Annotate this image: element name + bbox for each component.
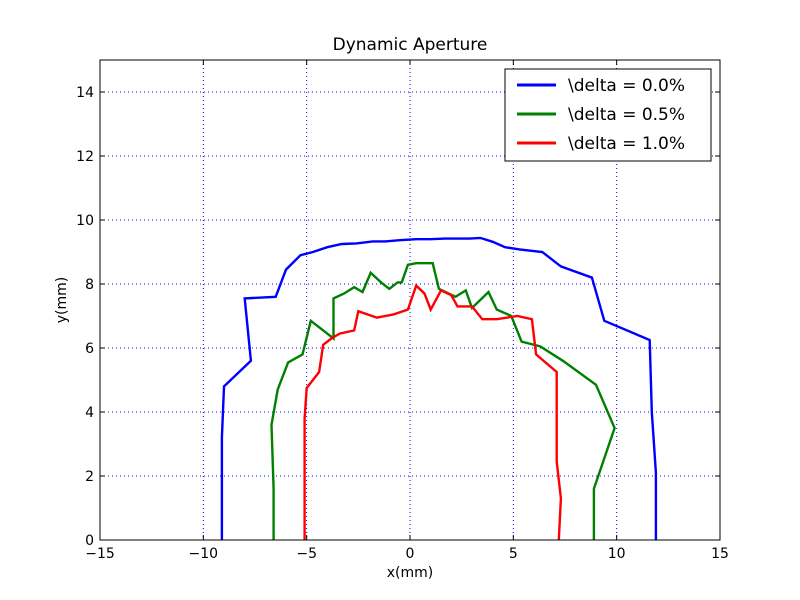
- y-tick-label: 0: [85, 533, 94, 549]
- y-tick-label: 8: [85, 277, 94, 293]
- x-tick-label: 0: [406, 546, 415, 562]
- x-tick-label: 15: [711, 546, 729, 562]
- x-tick-label: 10: [608, 546, 626, 562]
- x-axis-label: x(mm): [387, 565, 433, 581]
- x-tick-label: −10: [189, 546, 219, 562]
- legend-label-2: \delta = 1.0%: [568, 134, 685, 154]
- y-tick-label: 12: [76, 149, 94, 165]
- y-tick-label: 6: [85, 341, 94, 357]
- legend-label-0: \delta = 0.0%: [568, 76, 685, 96]
- x-tick-label: 5: [509, 546, 518, 562]
- y-tick-label: 2: [85, 469, 94, 485]
- y-tick-label: 10: [76, 213, 94, 229]
- y-tick-label: 14: [76, 85, 94, 101]
- y-tick-label: 4: [85, 405, 94, 421]
- y-axis-label: y(mm): [54, 277, 70, 323]
- x-tick-label: −5: [296, 546, 317, 562]
- x-tick-label: −15: [85, 546, 115, 562]
- legend-label-1: \delta = 0.5%: [568, 105, 685, 125]
- axis-ticks: −15 −10 −5 0 5 10 15 0 2 4 6 8 10 12 14: [76, 60, 729, 562]
- series-line-0: [220, 236, 658, 540]
- series-line-2: [303, 283, 563, 541]
- series-lines: [220, 236, 658, 541]
- chart-title: Dynamic Aperture: [333, 35, 488, 55]
- legend: \delta = 0.0% \delta = 0.5% \delta = 1.0%: [504, 68, 712, 162]
- series-line-1: [270, 262, 616, 540]
